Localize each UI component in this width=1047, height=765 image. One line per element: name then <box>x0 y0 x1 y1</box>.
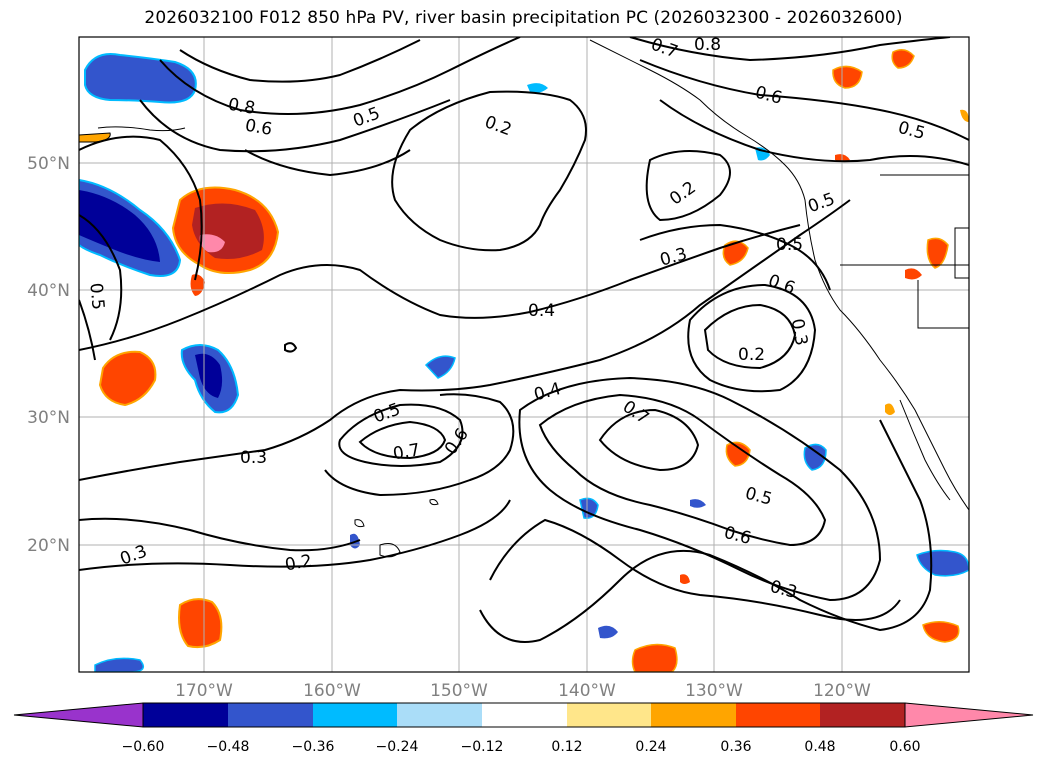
contour-label: 0.6 <box>243 116 273 140</box>
colorbar-segment <box>567 703 651 727</box>
contour-label: 0.4 <box>528 301 555 321</box>
lat-tick-label: 20°N <box>27 536 70 556</box>
contour-label: 0.8 <box>694 35 721 55</box>
colorbar-segment <box>820 703 905 727</box>
contour-label: 0.3 <box>240 448 267 468</box>
lon-tick-label: 160°W <box>303 681 361 701</box>
lat-tick-label: 30°N <box>27 408 70 428</box>
colorbar-max-extend <box>904 702 1034 728</box>
contour-label: 0.3 <box>787 317 811 347</box>
contour-label: 0.2 <box>283 551 313 575</box>
contour-label: 0.5 <box>776 235 803 255</box>
lat-tick-label: 40°N <box>27 281 70 301</box>
lon-tick-label: 130°W <box>685 681 743 701</box>
colorbar-tick-label: −0.48 <box>207 739 250 755</box>
contour-label: 0.5 <box>85 282 107 311</box>
colorbar: −0.60 −0.48 −0.36 −0.24 −0.12 0.12 0.24 … <box>13 702 1034 755</box>
colorbar-segment <box>651 703 736 727</box>
precip-shading <box>79 49 969 672</box>
map-frame <box>78 36 970 673</box>
colorbar-min-extend <box>13 702 144 728</box>
colorbar-segment <box>736 703 820 727</box>
colorbar-segment <box>313 703 397 727</box>
lon-tick-label: 140°W <box>558 681 616 701</box>
pv-contours <box>79 37 969 643</box>
contour-label: 0.7 <box>391 440 421 464</box>
colorbar-tick-label: 0.12 <box>551 739 582 755</box>
map-title: 2026032100 F012 850 hPa PV, river basin … <box>144 8 903 28</box>
colorbar-segment <box>228 703 313 727</box>
colorbar-segment <box>397 703 482 727</box>
contour-label: 0.2 <box>738 345 765 365</box>
lon-tick-label: 170°W <box>175 681 233 701</box>
contour-label: 0.8 <box>226 95 256 119</box>
colorbar-tick-label: 0.36 <box>720 739 751 755</box>
lon-tick-label: 150°W <box>430 681 488 701</box>
latitude-axis: 50°N 40°N 30°N 20°N <box>27 154 70 556</box>
colorbar-tick-label: 0.48 <box>804 739 835 755</box>
colorbar-tick-label: −0.24 <box>376 739 419 755</box>
lat-tick-label: 50°N <box>27 154 70 174</box>
lon-tick-label: 120°W <box>813 681 871 701</box>
colorbar-segment <box>482 703 567 727</box>
map-area: 0.8 0.7 0.6 0.5 0.2 0.2 0.3 0.4 0.4 0.5 … <box>79 35 969 672</box>
colorbar-tick-label: 0.60 <box>889 739 920 755</box>
colorbar-segment <box>143 703 228 727</box>
coastlines <box>97 39 969 558</box>
longitude-axis: 170°W 160°W 150°W 140°W 130°W 120°W <box>175 681 871 701</box>
colorbar-tick-label: −0.36 <box>292 739 335 755</box>
colorbar-tick-label: −0.12 <box>461 739 504 755</box>
colorbar-tick-label: −0.60 <box>122 739 165 755</box>
colorbar-tick-label: 0.24 <box>635 739 666 755</box>
